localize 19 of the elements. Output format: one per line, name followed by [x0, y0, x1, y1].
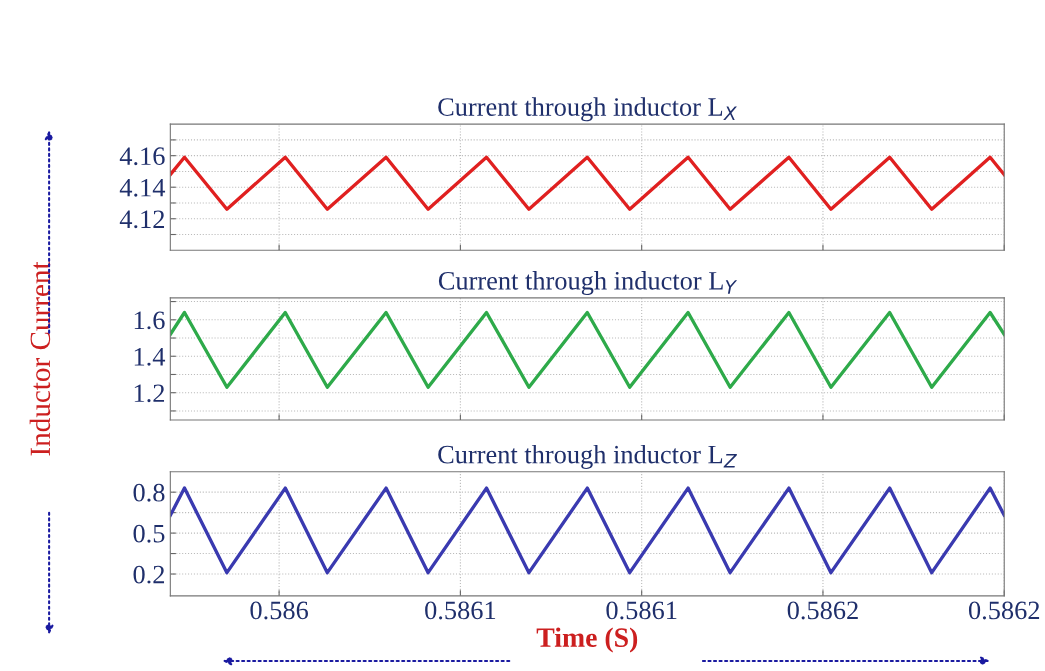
y-tick-label: 0.5: [133, 524, 165, 543]
y-tick-label: 1.4: [134, 347, 166, 366]
chart-title: Current through inductor L$_{X}$: [438, 97, 737, 122]
y-tick-label: 0.2: [133, 565, 165, 584]
y-tick-label: 4.14: [119, 178, 166, 197]
y-tick-label: 4.12: [119, 210, 165, 229]
y-tick-label: 4.16: [119, 147, 165, 166]
x-tick-label: 0.586: [250, 601, 309, 620]
chart-title: Current through inductor L$_{Z}$: [438, 444, 737, 469]
x-tick-label: 0.5861: [606, 601, 677, 620]
x-tick-label: 0.5862: [787, 601, 858, 620]
x-tick-label: 0.5861: [425, 601, 496, 620]
y-tick-label: 0.8: [133, 483, 165, 502]
y-axis-title: Inductor Current: [29, 261, 51, 456]
y-tick-label: 1.2: [134, 384, 165, 403]
x-tick-label: 0.5862: [968, 601, 1040, 620]
chart-title: Current through inductor L$_{Y}$: [438, 271, 738, 296]
y-tick-label: 1.6: [134, 311, 165, 330]
x-axis-title: Time (S): [536, 627, 638, 653]
